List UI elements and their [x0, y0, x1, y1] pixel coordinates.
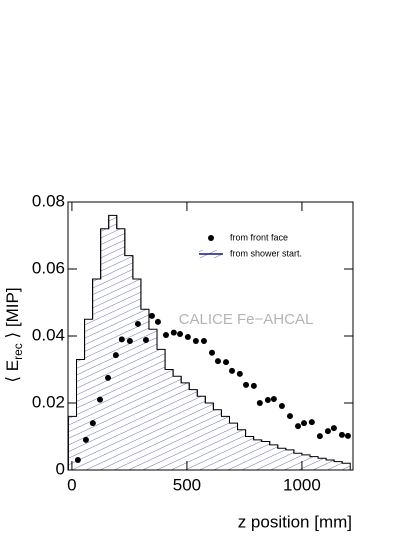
data-point	[96, 396, 103, 403]
histogram-bar	[148, 329, 158, 470]
histogram-bar	[269, 444, 278, 470]
data-point	[250, 382, 257, 389]
histogram-bar	[245, 436, 254, 470]
histogram-bar	[213, 409, 222, 470]
data-point	[295, 423, 302, 430]
histogram-bar	[173, 376, 182, 470]
histogram-bar	[92, 279, 101, 470]
histogram-bar	[261, 441, 270, 470]
y-tick-label: 0.08	[32, 191, 65, 210]
histogram-bar	[342, 463, 351, 470]
data-point	[214, 358, 221, 365]
histogram-bar	[68, 416, 77, 470]
histogram-bar	[108, 215, 117, 470]
histogram-bar	[165, 369, 174, 470]
legend-marker	[208, 235, 214, 241]
data-point	[330, 425, 337, 432]
data-point	[142, 337, 149, 344]
data-point	[82, 436, 89, 443]
data-point	[270, 395, 277, 402]
histogram-bar	[293, 453, 302, 470]
data-point	[74, 456, 81, 463]
histogram-bar	[157, 349, 166, 470]
plot-area	[67, 214, 351, 470]
histogram-bar	[76, 359, 85, 470]
y-tick-label: 0.02	[32, 392, 65, 411]
histogram-bar	[84, 319, 93, 470]
x-axis-label: z position [mm]	[238, 512, 352, 531]
histogram-bar	[197, 396, 206, 470]
legend-label: from shower start.	[230, 248, 302, 258]
histogram-bar	[124, 255, 133, 470]
data-point	[118, 336, 125, 343]
data-point	[229, 367, 236, 374]
data-point	[89, 420, 96, 427]
data-point	[316, 433, 323, 440]
y-axis-label: ⟨ Erec ⟩ [MIP]	[3, 287, 25, 382]
data-point	[324, 428, 331, 435]
histogram-bar	[309, 456, 319, 470]
data-point	[162, 331, 169, 338]
histogram-bar	[205, 403, 214, 470]
histogram-bar	[229, 423, 238, 470]
data-point	[308, 419, 315, 426]
histogram-bar	[301, 454, 310, 470]
data-point	[278, 403, 285, 410]
histogram-bar	[140, 309, 149, 470]
y-label-main: ⟨ E	[3, 360, 22, 383]
x-tick-label: 1000	[283, 475, 321, 494]
data-point	[126, 338, 133, 345]
data-point	[200, 338, 207, 345]
y-label-sub: rec	[11, 343, 25, 360]
histogram-bar	[277, 448, 286, 470]
y-tick-label: 0.06	[32, 258, 65, 277]
data-point	[286, 413, 293, 420]
data-point	[301, 420, 308, 427]
y-tick-label: 0.04	[32, 325, 65, 344]
data-point	[243, 381, 250, 388]
histogram-bar	[253, 439, 262, 470]
histogram-bar	[285, 449, 294, 470]
histogram-bar	[326, 459, 335, 470]
data-point	[177, 330, 184, 337]
data-point	[105, 374, 112, 381]
annotation: CALICE Fe−AHCAL	[179, 311, 314, 328]
data-point	[148, 312, 155, 319]
data-point	[112, 352, 119, 359]
x-tick-label: 0	[67, 475, 76, 494]
data-point	[154, 318, 161, 325]
y-tick-label: 0	[56, 459, 65, 478]
histogram-bar	[221, 416, 230, 470]
histogram-bar	[237, 429, 246, 470]
data-point	[208, 349, 215, 356]
y-label-end: ⟩ [MIP]	[3, 287, 22, 343]
data-point	[223, 359, 230, 366]
x-tick-label: 500	[173, 475, 201, 494]
data-point	[256, 400, 263, 406]
histogram-bar	[132, 279, 141, 470]
legend-label: from front face	[230, 232, 288, 242]
data-point	[192, 338, 199, 345]
histogram-bar	[116, 228, 125, 470]
data-point	[184, 334, 191, 341]
data-point	[170, 329, 177, 336]
histogram-bar	[334, 461, 343, 470]
data-point	[264, 396, 271, 403]
histogram-bar	[100, 228, 109, 470]
histogram-outline	[341, 461, 351, 470]
data-point	[134, 320, 141, 327]
data-point	[338, 431, 345, 438]
histogram-bar	[318, 458, 327, 470]
histogram-bar	[189, 389, 198, 470]
histogram-bar	[181, 382, 190, 470]
data-point	[344, 432, 351, 439]
data-point	[236, 370, 243, 377]
